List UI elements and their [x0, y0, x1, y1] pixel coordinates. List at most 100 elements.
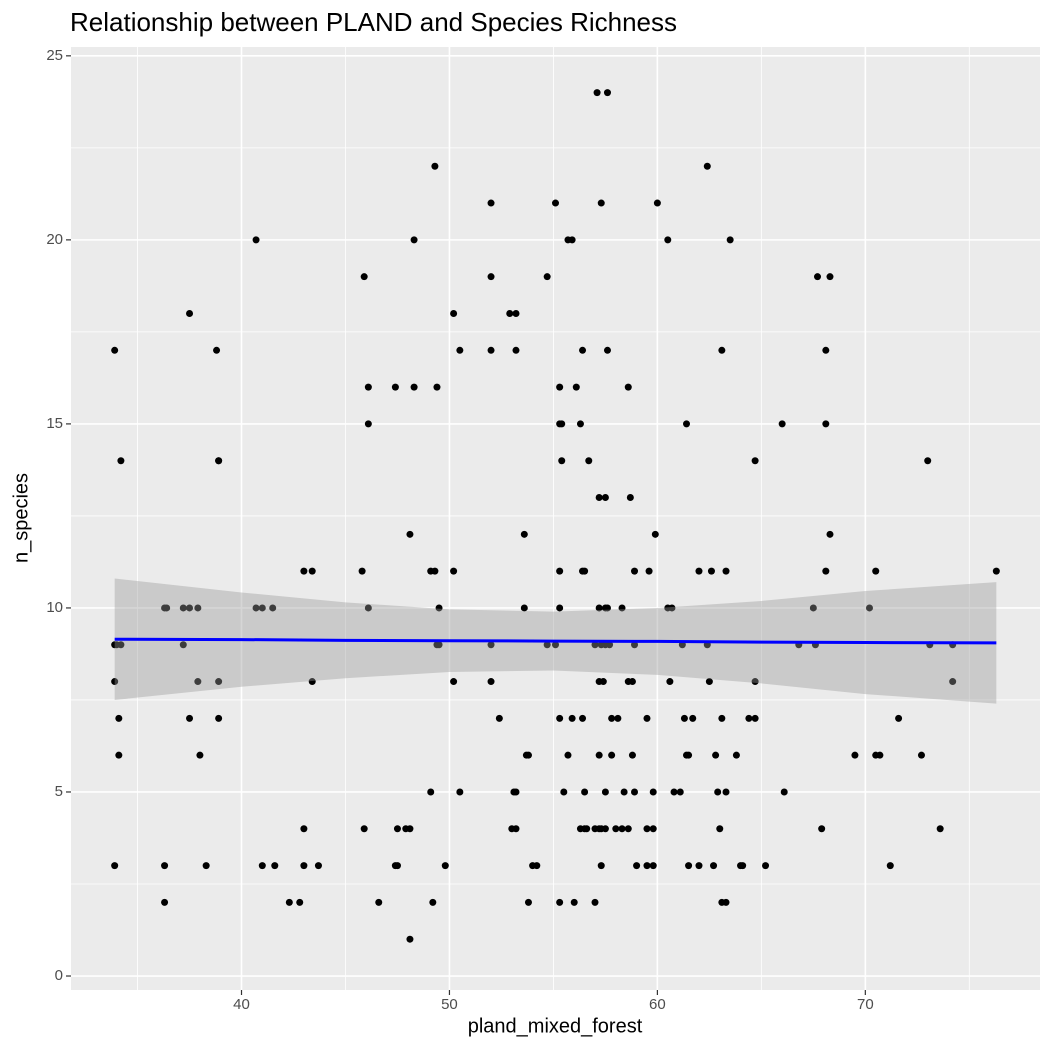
- point: [601, 825, 609, 833]
- point: [666, 678, 674, 686]
- point: [375, 898, 383, 906]
- point: [601, 788, 609, 796]
- point: [751, 457, 759, 465]
- point: [780, 788, 788, 796]
- point: [714, 788, 722, 796]
- point: [718, 714, 726, 722]
- point: [707, 567, 715, 575]
- point: [886, 862, 894, 870]
- point: [601, 494, 609, 502]
- point: [603, 346, 611, 354]
- point: [649, 788, 657, 796]
- point: [570, 898, 578, 906]
- point: [762, 862, 770, 870]
- point: [751, 678, 759, 686]
- y-tick-label: 10: [46, 599, 63, 616]
- point: [117, 641, 125, 649]
- point: [161, 898, 169, 906]
- point: [196, 751, 204, 759]
- point: [435, 604, 443, 612]
- point: [358, 567, 366, 575]
- point: [581, 788, 589, 796]
- point: [179, 641, 187, 649]
- point: [406, 825, 414, 833]
- point: [111, 862, 119, 870]
- point: [608, 751, 616, 759]
- point: [618, 825, 626, 833]
- point: [360, 825, 368, 833]
- point: [876, 751, 884, 759]
- point: [520, 604, 528, 612]
- x-tick-label: 40: [233, 996, 250, 1013]
- point: [653, 199, 661, 207]
- point: [822, 567, 830, 575]
- point: [599, 678, 607, 686]
- point: [818, 825, 826, 833]
- point: [581, 567, 589, 575]
- point: [614, 714, 622, 722]
- point: [668, 604, 676, 612]
- point: [626, 494, 634, 502]
- point: [556, 898, 564, 906]
- y-tick-label: 0: [55, 967, 63, 984]
- point: [215, 714, 223, 722]
- point: [285, 898, 293, 906]
- point: [851, 751, 859, 759]
- point: [597, 199, 605, 207]
- point: [826, 530, 834, 538]
- point: [556, 604, 564, 612]
- point: [683, 420, 691, 428]
- point: [194, 604, 202, 612]
- point: [300, 567, 308, 575]
- point: [695, 567, 703, 575]
- point: [564, 751, 572, 759]
- point: [308, 567, 316, 575]
- point: [651, 530, 659, 538]
- point: [649, 825, 657, 833]
- point: [608, 714, 616, 722]
- point: [572, 383, 580, 391]
- point: [936, 825, 944, 833]
- point: [992, 567, 1000, 575]
- point: [710, 862, 718, 870]
- point: [512, 309, 520, 317]
- point: [603, 604, 611, 612]
- point: [520, 530, 528, 538]
- point: [512, 825, 520, 833]
- point: [435, 641, 443, 649]
- point: [543, 273, 551, 281]
- point: [643, 714, 651, 722]
- point: [391, 383, 399, 391]
- x-tick-label: 50: [441, 996, 458, 1013]
- point: [712, 751, 720, 759]
- point: [645, 567, 653, 575]
- point: [716, 825, 724, 833]
- point: [643, 862, 651, 870]
- point: [633, 862, 641, 870]
- point: [872, 567, 880, 575]
- point: [778, 420, 786, 428]
- point: [606, 641, 614, 649]
- y-tick-label: 20: [46, 231, 63, 248]
- point: [628, 751, 636, 759]
- point: [689, 714, 697, 722]
- point: [393, 825, 401, 833]
- point: [603, 89, 611, 97]
- point: [595, 751, 603, 759]
- point: [410, 236, 418, 244]
- point: [624, 383, 632, 391]
- point: [591, 641, 599, 649]
- point: [495, 714, 503, 722]
- point: [593, 89, 601, 97]
- y-axis-label: n_species: [10, 473, 32, 563]
- point: [524, 898, 532, 906]
- point: [487, 346, 495, 354]
- point: [487, 199, 495, 207]
- point: [670, 788, 678, 796]
- point: [213, 346, 221, 354]
- point: [543, 641, 551, 649]
- y-tick-label: 15: [46, 415, 63, 432]
- point: [631, 641, 639, 649]
- point: [115, 714, 123, 722]
